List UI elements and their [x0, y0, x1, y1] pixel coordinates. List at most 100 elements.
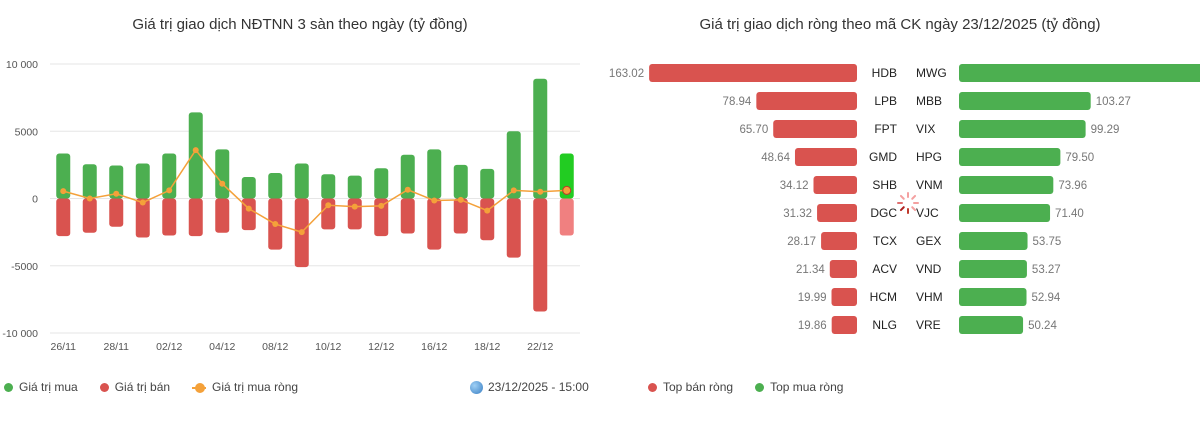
sell-bar	[400, 198, 415, 234]
buy-bar	[109, 165, 124, 199]
net-sell-ticker: TCX	[873, 234, 897, 248]
net-buy-bar	[959, 176, 1054, 194]
net-sell-value-label: 78.94	[723, 96, 752, 108]
net-trading-by-ticker-panel: Giá trị giao dịch ròng theo mã CK ngày 2…	[600, 0, 1200, 421]
y-tick-label: -10 000	[2, 328, 38, 340]
ticker-chart-title: Giá trị giao dịch ròng theo mã CK ngày 2…	[699, 16, 1101, 33]
legend-sell-value[interactable]: Giá trị bán	[99, 380, 171, 394]
net-buy-value-label: 52.94	[1032, 292, 1061, 304]
sell-bar	[321, 198, 336, 230]
legend-net-buy-value[interactable]: Giá trị mua ròng	[192, 380, 298, 394]
net-sell-bar	[813, 176, 857, 194]
net-buy-point	[272, 221, 279, 228]
ticker-chart-legend: Top bán ròng Top mua ròng	[648, 380, 843, 394]
x-tick-label: 28/11	[104, 341, 130, 353]
sell-bar	[559, 198, 574, 236]
net-sell-ticker: GMD	[869, 150, 897, 164]
legend-buy-value[interactable]: Giá trị mua	[4, 380, 78, 394]
net-buy-point	[192, 147, 199, 154]
net-buy-point	[245, 205, 252, 212]
net-buy-ticker: MWG	[916, 66, 947, 80]
net-buy-point	[378, 202, 385, 209]
net-sell-value-label: 48.64	[761, 152, 790, 164]
legend-top-net-sell[interactable]: Top bán ròng	[648, 380, 733, 394]
net-sell-value-label: 21.34	[796, 264, 825, 276]
net-sell-ticker: DGC	[870, 206, 897, 220]
net-buy-point	[219, 180, 226, 187]
sell-bar	[241, 198, 256, 231]
net-buy-bar	[959, 204, 1051, 222]
buy-bar	[400, 154, 415, 199]
net-buy-ticker: VRE	[916, 318, 941, 332]
sell-bar	[347, 198, 362, 230]
net-buy-ticker: VHM	[916, 290, 943, 304]
legend-net-label: Giá trị mua ròng	[212, 380, 299, 394]
net-buy-value-label: 73.96	[1058, 180, 1087, 192]
net-sell-value-label: 28.17	[787, 236, 816, 248]
net-buy-point	[404, 186, 411, 193]
net-sell-ticker: LPB	[874, 94, 897, 108]
sell-legend-marker	[99, 382, 109, 392]
net-sell-legend-marker	[648, 382, 657, 392]
buy-bar	[268, 172, 283, 199]
net-buy-point	[166, 187, 173, 194]
buy-bar	[294, 163, 309, 199]
net-buy-value-label: 79.50	[1065, 152, 1094, 164]
buy-bar	[82, 164, 97, 199]
net-sell-bar	[831, 288, 857, 306]
sell-bar	[109, 198, 124, 227]
net-legend-marker	[192, 382, 207, 393]
net-buy-ticker: MBB	[916, 94, 942, 108]
net-buy-point	[113, 190, 120, 197]
net-sell-bar	[829, 260, 857, 278]
net-buy-ticker: GEX	[916, 234, 941, 248]
x-tick-label: 22/12	[527, 341, 553, 353]
buy-legend-marker	[4, 382, 13, 392]
net-buy-value-label: 53.75	[1033, 236, 1062, 248]
buy-bar	[321, 174, 336, 199]
net-sell-value-label: 19.99	[798, 292, 827, 304]
net-buy-point	[86, 195, 93, 202]
legend-top-net-buy[interactable]: Top mua ròng	[755, 380, 843, 394]
net-buy-point	[60, 188, 67, 195]
net-buy-point	[139, 199, 146, 206]
legend-top-buy-label: Top mua ròng	[770, 380, 844, 394]
net-buy-point	[298, 229, 305, 236]
net-sell-value-label: 19.86	[798, 320, 827, 332]
buy-bar	[427, 149, 442, 199]
legend-sell-label: Giá trị bán	[114, 380, 171, 394]
net-buy-value-label: 99.29	[1091, 124, 1120, 136]
net-buy-bar	[959, 64, 1200, 82]
data-timestamp: 23/12/2025 - 15:00	[470, 380, 589, 394]
net-buy-value-label: 103.27	[1096, 96, 1131, 108]
sell-bar	[188, 198, 203, 237]
net-sell-ticker: NLG	[872, 318, 897, 332]
net-buy-bar	[959, 288, 1027, 306]
net-buy-value-label: 50.24	[1028, 320, 1057, 332]
sell-bar	[427, 198, 442, 250]
x-tick-label: 08/12	[262, 341, 288, 353]
daily-foreign-trading-panel: Giá trị giao dịch NĐTNN 3 sàn theo ngày …	[2, 16, 589, 394]
net-sell-bar	[649, 64, 857, 82]
buy-bar	[347, 175, 362, 199]
net-buy-bar	[959, 148, 1061, 166]
sell-bar	[480, 198, 495, 241]
net-sell-value-label: 31.32	[783, 208, 812, 220]
net-buy-ticker: HPG	[916, 150, 942, 164]
net-sell-ticker: SHB	[872, 178, 897, 192]
daily-trading-chart: 10 000 5000 0 -5000 -10 000 26/11 28/11 02/12 04…	[2, 59, 580, 353]
x-tick-label: 18/12	[474, 341, 500, 353]
buy-bar	[374, 168, 389, 199]
net-sell-ticker: HCM	[870, 290, 897, 304]
buy-bar	[453, 164, 468, 199]
net-sell-ticker: FPT	[874, 122, 897, 136]
net-buy-ticker: VND	[916, 262, 942, 276]
buy-bar	[559, 153, 574, 199]
net-buy-value-label: 71.40	[1055, 208, 1084, 220]
net-buy-point	[484, 207, 491, 214]
net-buy-bar	[959, 316, 1024, 334]
net-sell-bar	[817, 204, 857, 222]
loading-spinner-icon	[897, 192, 919, 214]
net-sell-ticker: HDB	[872, 66, 897, 80]
x-tick-label: 12/12	[368, 341, 394, 353]
